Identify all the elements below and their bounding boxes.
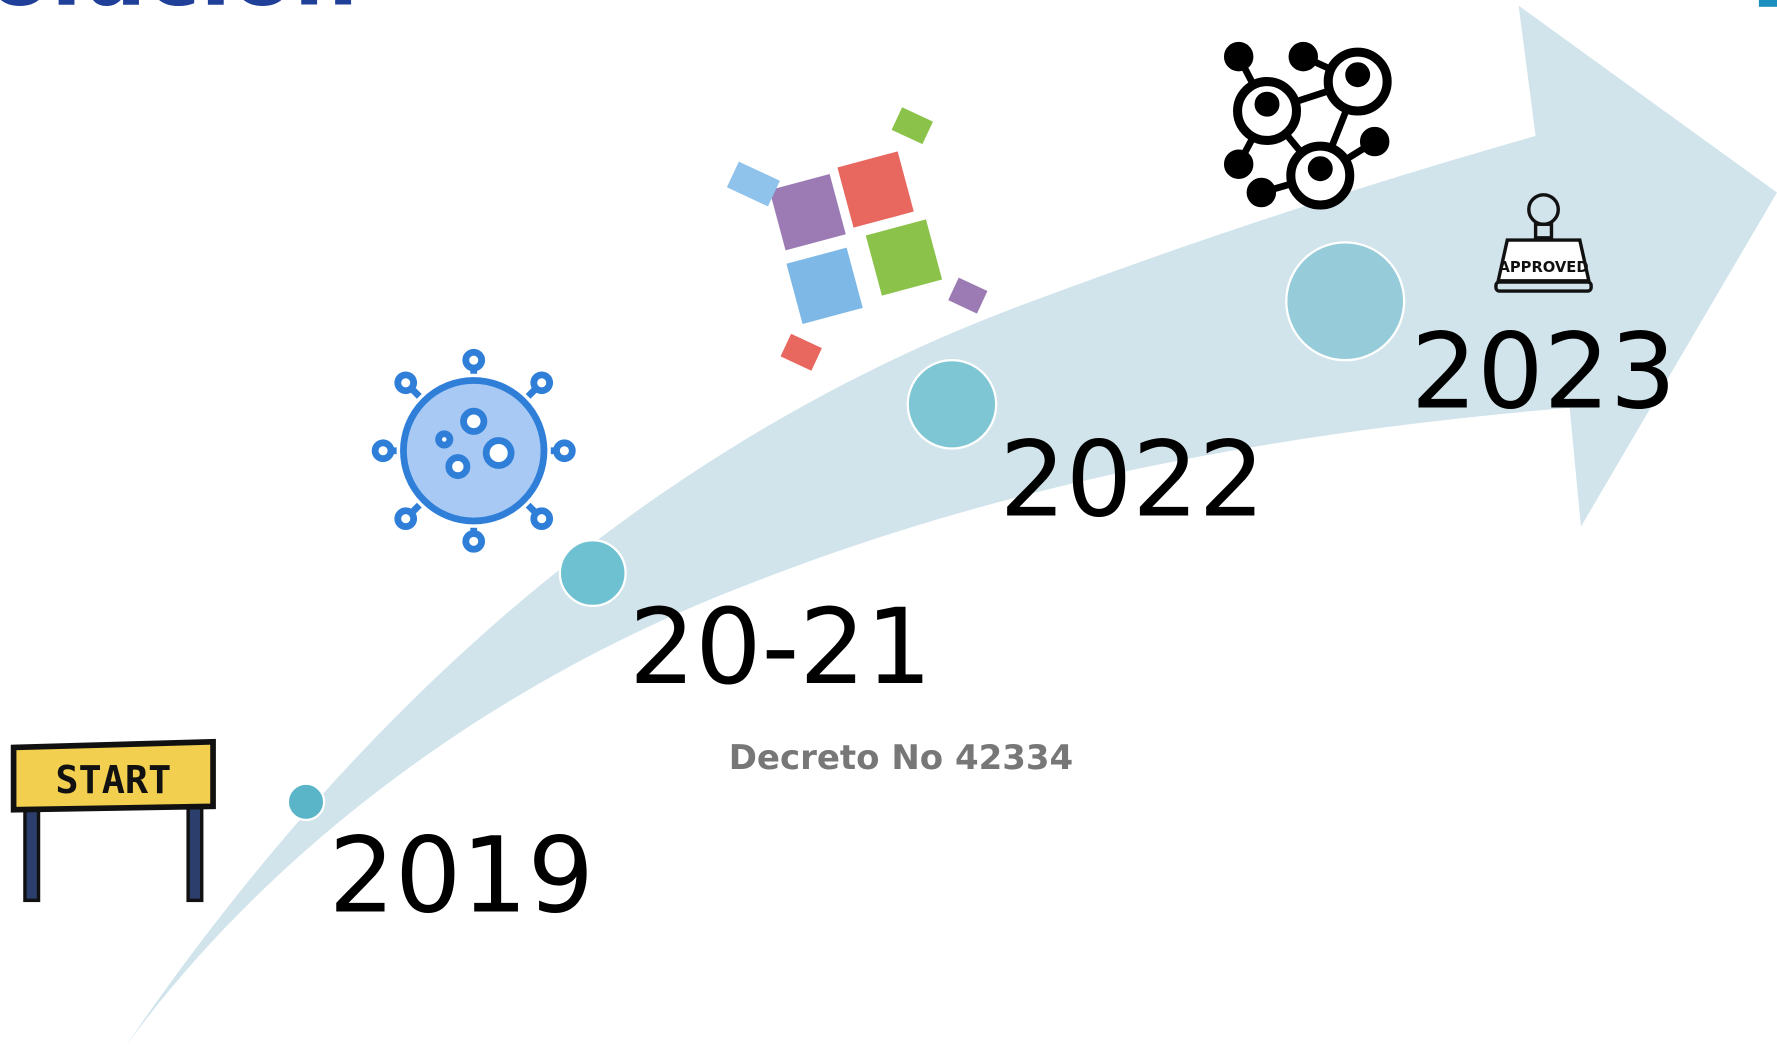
virus-icon [375,352,572,549]
milestone-dot [908,360,996,448]
start-text: START [55,758,171,803]
page: olución 2019 20-21 2022 2023 Decreto No … [0,0,1777,1051]
year-label: 2023 [1411,311,1676,433]
start-icon: START [14,742,213,901]
network-icon [1227,45,1387,205]
year-label: 2019 [329,815,594,937]
decree-note: Decreto No 42334 [729,738,1073,778]
approved-text: APPROVED [1498,259,1588,276]
corner-mark [1759,0,1777,7]
slide-title: olución [0,0,358,27]
puzzle-icon [727,107,988,370]
milestone-dot [288,784,324,820]
year-label: 2022 [1000,418,1265,540]
slide: olución 2019 20-21 2022 2023 Decreto No … [0,0,1777,1051]
milestone-dot [560,540,626,606]
year-label: 20-21 [629,586,932,708]
milestone-dot [1286,242,1404,360]
